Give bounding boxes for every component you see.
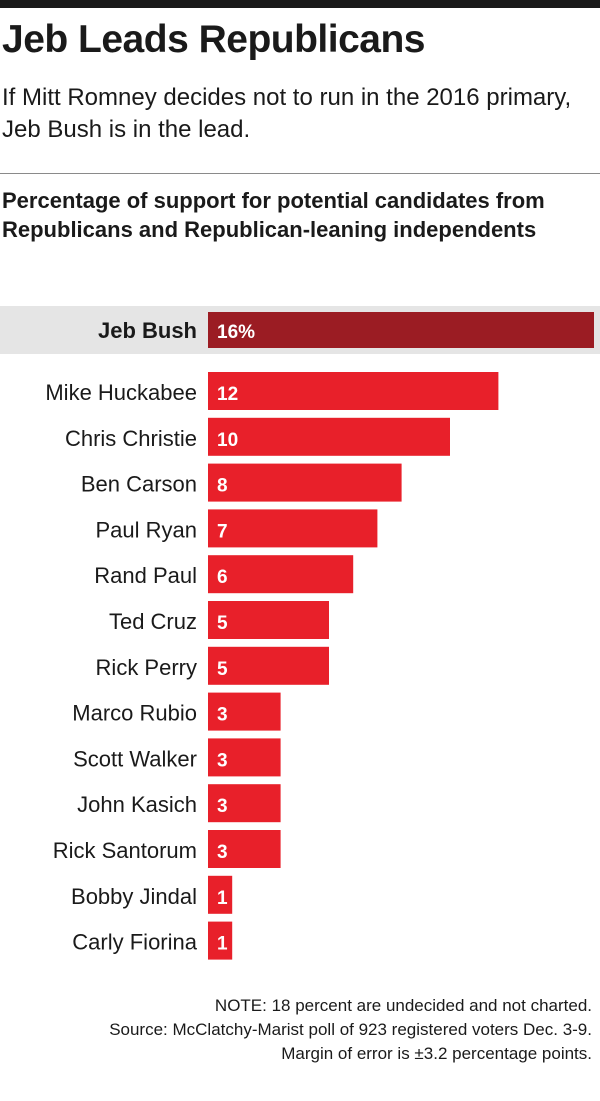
category-label: Chris Christie [65, 426, 197, 451]
bar-ben-carson [208, 463, 402, 502]
bar-scott-walker [208, 738, 281, 777]
value-label: 1 [217, 934, 228, 955]
bar-chart: Jeb Bush 16% Mike Huckabee 12 Chris Christie… [45, 312, 594, 960]
category-label: Ben Carson [81, 472, 197, 497]
category-label: John Kasich [77, 792, 197, 817]
value-label: 5 [217, 613, 228, 634]
value-label: 3 [217, 705, 228, 726]
bar-john-kasich [208, 784, 281, 823]
category-label: Bobby Jindal [71, 884, 197, 909]
bar-rick-perry [208, 646, 329, 685]
divider [0, 173, 600, 174]
category-label: Rick Santorum [53, 838, 197, 863]
category-label: Ted Cruz [109, 609, 197, 634]
bar-chris-christie [208, 417, 450, 456]
value-label: 3 [217, 750, 228, 771]
bar-mike-huckabee [208, 372, 499, 410]
category-label: Rand Paul [94, 563, 197, 588]
bar-jeb-bush [208, 312, 594, 348]
bar-rick-santorum [208, 830, 281, 868]
value-label: 12 [217, 384, 238, 405]
value-label: 10 [217, 430, 238, 451]
subtitle: If Mitt Romney decides not to run in the… [2, 84, 572, 143]
category-label: Jeb Bush [98, 318, 197, 343]
top-rule [0, 0, 600, 8]
value-label: 7 [217, 521, 228, 542]
category-label: Mike Huckabee [45, 380, 197, 405]
value-label: 5 [217, 659, 228, 680]
category-label: Scott Walker [73, 746, 197, 771]
category-label: Paul Ryan [95, 517, 197, 542]
value-label: 1 [217, 888, 228, 909]
bar-rand-paul [208, 555, 354, 594]
value-label: 16% [217, 322, 255, 343]
note-text: NOTE: 18 percent are undecided and not c… [214, 996, 592, 1015]
category-label: Marco Rubio [72, 701, 197, 726]
bar-carly-fiorina [208, 921, 233, 960]
value-label: 3 [217, 842, 228, 863]
category-label: Carly Fiorina [72, 930, 197, 955]
category-label: Rick Perry [96, 655, 197, 680]
bar-bobby-jindal [208, 875, 233, 914]
value-label: 3 [217, 796, 228, 817]
page-title: Jeb Leads Republicans [2, 18, 425, 61]
footnotes: NOTE: 18 percent are undecided and not c… [109, 994, 592, 1066]
chart-title: Percentage of support for potential cand… [2, 188, 545, 242]
bar-ted-cruz [208, 601, 329, 639]
value-label: 6 [217, 567, 228, 588]
margin-text: Margin of error is ±3.2 percentage point… [281, 1044, 592, 1063]
source-text: Source: McClatchy-Marist poll of 923 reg… [109, 1020, 592, 1039]
value-label: 8 [217, 476, 228, 497]
bar-marco-rubio [208, 692, 281, 731]
bar-paul-ryan [208, 509, 378, 548]
